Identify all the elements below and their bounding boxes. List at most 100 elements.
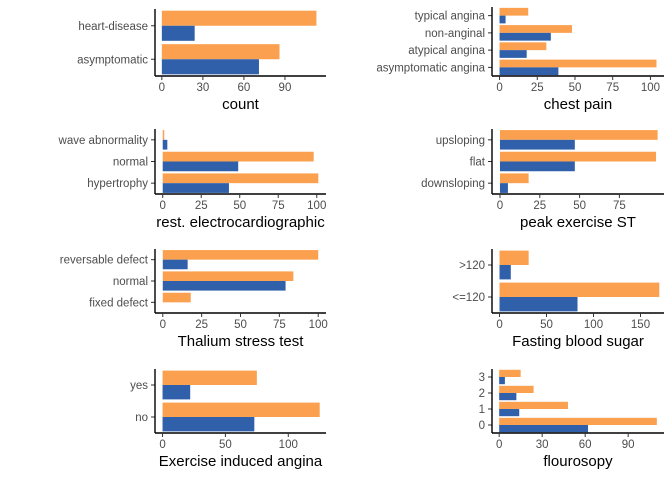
- x-tick-label: 25: [533, 200, 546, 212]
- bar-orange: [162, 173, 319, 184]
- x-tick-label: 0: [159, 82, 165, 94]
- bar-orange: [499, 25, 572, 33]
- y-tick-label: heart-disease: [78, 21, 148, 33]
- y-tick-label: normal: [113, 157, 148, 169]
- x-axis-title: rest. electrocardiographic: [156, 214, 325, 231]
- panel-5: fixed defect normal reversable defect 0 25 50…: [60, 249, 328, 350]
- x-tick-label: 75: [273, 319, 286, 331]
- bar-blue: [162, 281, 286, 291]
- x-tick-label: 0: [496, 439, 502, 451]
- x-tick-label: 50: [233, 200, 246, 212]
- bar-blue: [162, 161, 239, 172]
- x-tick-label: 75: [606, 82, 619, 94]
- bar-blue: [499, 32, 551, 41]
- x-tick-label: 60: [579, 439, 592, 451]
- y-tick-label: asymptomatic angina: [376, 62, 485, 74]
- bar-orange: [161, 44, 280, 60]
- bar-orange: [162, 271, 294, 281]
- x-tick-label: 90: [279, 82, 292, 94]
- bar-orange: [499, 282, 660, 297]
- bar-blue: [499, 377, 505, 385]
- x-tick-label: 50: [569, 82, 582, 94]
- bar-orange: [162, 151, 314, 162]
- bar-blue: [161, 59, 259, 75]
- bar-blue: [162, 139, 168, 150]
- x-tick-label: 0: [160, 319, 166, 331]
- bar-orange: [499, 42, 547, 51]
- bar-blue: [162, 183, 229, 193]
- x-axis-title: Fasting blood sugar: [512, 333, 644, 350]
- panel-1: asymptomatic heart-disease 0 30 60 90 count: [77, 9, 326, 113]
- y-tick-label: upsloping: [436, 135, 485, 147]
- x-tick-label: 50: [573, 200, 586, 212]
- bar-blue: [499, 409, 520, 417]
- x-tick-label: 75: [613, 200, 626, 212]
- bar-orange: [162, 250, 319, 260]
- x-tick-label: 150: [631, 319, 650, 331]
- bar-orange: [499, 401, 568, 409]
- y-tick-label: atypical angina: [408, 45, 485, 57]
- x-tick-label: 0: [497, 200, 503, 212]
- y-tick-label: 2: [479, 388, 485, 400]
- x-tick-label: 100: [307, 200, 326, 212]
- x-tick-label: 60: [238, 82, 251, 94]
- panel-4: downsloping flat upsloping 0 25 50 75 peak exer…: [421, 129, 664, 231]
- bar-blue: [499, 393, 517, 401]
- x-tick-label: 0: [159, 439, 165, 451]
- x-tick-label: 75: [272, 200, 285, 212]
- y-tick-label: <=120: [452, 292, 485, 304]
- bar-blue: [162, 385, 191, 400]
- x-tick-label: 100: [309, 319, 328, 331]
- bar-orange: [499, 151, 657, 162]
- x-axis-title: Exercise induced angina: [159, 453, 323, 470]
- y-tick-label: no: [135, 412, 148, 424]
- y-tick-label: typical angina: [415, 11, 486, 23]
- y-tick-label: 3: [479, 372, 485, 384]
- bar-orange: [499, 417, 657, 425]
- x-tick-label: 25: [195, 200, 208, 212]
- panel-7: no yes 0 50 100 Exercise induced angina: [130, 369, 326, 470]
- x-axis-title: peak exercise ST: [520, 214, 636, 231]
- bar-blue: [499, 161, 575, 172]
- bar-blue: [499, 183, 508, 193]
- y-tick-label: non-anginal: [425, 28, 485, 40]
- x-tick-label: 100: [279, 439, 298, 451]
- bar-blue: [499, 297, 578, 312]
- bar-blue: [499, 15, 506, 24]
- x-axis-title: flourosopy: [543, 453, 613, 470]
- x-tick-label: 50: [219, 439, 232, 451]
- x-axis-title: count: [222, 96, 260, 113]
- y-tick-label: reversable defect: [60, 255, 149, 267]
- bar-orange: [499, 7, 529, 16]
- bar-orange: [499, 369, 521, 377]
- y-tick-label: wave abnormality: [58, 135, 149, 147]
- x-tick-label: 100: [641, 82, 660, 94]
- x-tick-label: 30: [196, 82, 209, 94]
- bar-orange: [162, 130, 165, 140]
- bar-orange: [499, 385, 534, 393]
- bar-orange: [499, 130, 658, 140]
- bar-blue: [499, 265, 511, 280]
- y-tick-label: >120: [459, 260, 485, 272]
- panel-6: <=120 >120 0 50 100 150 Fasting blood sugar: [452, 249, 664, 350]
- panel-2: asymptomatic angina atypical angina non-an…: [376, 7, 664, 113]
- bar-blue: [499, 425, 589, 433]
- y-tick-label: downsloping: [421, 178, 485, 190]
- y-tick-label: fixed defect: [89, 297, 149, 309]
- y-tick-label: hypertrophy: [87, 178, 148, 190]
- x-tick-label: 30: [536, 439, 549, 451]
- x-tick-label: 0: [496, 319, 502, 331]
- bar-blue: [499, 139, 575, 150]
- x-tick-label: 50: [234, 319, 247, 331]
- x-tick-label: 25: [531, 82, 544, 94]
- bar-orange: [162, 292, 191, 303]
- x-tick-label: 100: [584, 319, 603, 331]
- bar-blue: [161, 25, 195, 41]
- bar-orange: [161, 10, 317, 26]
- bar-orange: [162, 402, 320, 417]
- bar-orange: [162, 370, 257, 385]
- x-axis-title: chest pain: [544, 96, 612, 113]
- x-tick-label: 0: [496, 82, 502, 94]
